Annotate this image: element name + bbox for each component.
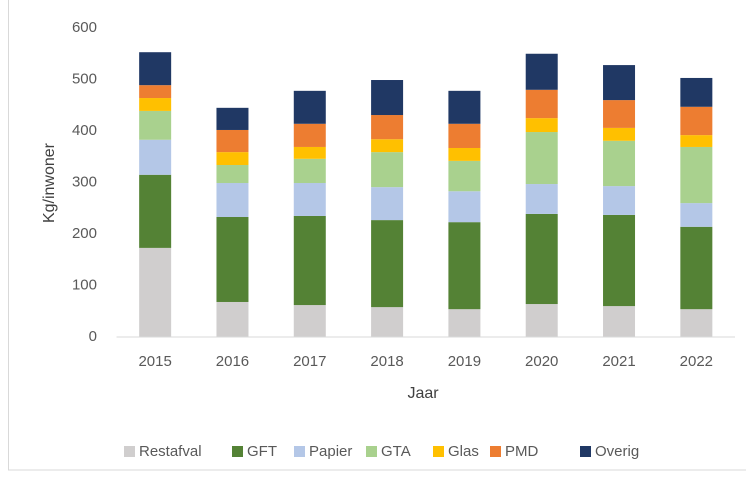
legend-swatch xyxy=(232,446,243,457)
bar-segment xyxy=(525,132,558,185)
bar-segment xyxy=(525,304,558,337)
x-tick-label: 2018 xyxy=(370,353,403,370)
legend-label: Glas xyxy=(448,443,479,460)
bar-segment xyxy=(139,98,172,111)
bar-segment xyxy=(293,90,326,124)
y-tick-label: 600 xyxy=(72,19,97,36)
bar-segment xyxy=(139,247,172,337)
bar-segment xyxy=(371,115,404,140)
x-tick-label: 2022 xyxy=(680,353,713,370)
bar-segment xyxy=(680,135,713,147)
bar-segment xyxy=(525,213,558,305)
bar-segment xyxy=(603,306,636,337)
y-tick-label: 200 xyxy=(72,225,97,242)
bar-segment xyxy=(139,174,172,248)
legend-label: PMD xyxy=(505,443,539,460)
bar-segment xyxy=(603,140,636,187)
bar-segment xyxy=(216,217,249,302)
bar-segment xyxy=(371,220,404,308)
bar-segment xyxy=(293,123,326,147)
x-axis-title: Jaar xyxy=(407,385,439,402)
y-tick-label: 400 xyxy=(72,122,97,139)
bar-segment xyxy=(603,65,636,101)
bar-segment xyxy=(448,222,481,310)
bar-segment xyxy=(216,107,249,130)
bar-segment xyxy=(525,53,558,90)
y-tick-label: 0 xyxy=(89,328,97,345)
bar-segment xyxy=(448,147,481,161)
x-tick-label: 2020 xyxy=(525,353,558,370)
legend-swatch xyxy=(366,446,377,457)
bar-segment xyxy=(603,186,636,215)
y-axis-title: Kg/inwoner xyxy=(41,142,58,223)
bar-segment xyxy=(448,309,481,337)
x-tick-label: 2019 xyxy=(448,353,481,370)
y-tick-label: 100 xyxy=(72,276,97,293)
bar-segment xyxy=(293,158,326,184)
bar-segment xyxy=(680,77,713,107)
bar-segment xyxy=(603,127,636,141)
x-tick-label: 2017 xyxy=(293,353,326,370)
y-tick-label: 300 xyxy=(72,173,97,190)
bar-segment xyxy=(216,152,249,165)
x-tick-label: 2016 xyxy=(216,353,249,370)
bar-segment xyxy=(216,129,249,153)
legend-label: Restafval xyxy=(139,443,202,460)
chart-frame xyxy=(8,0,746,471)
legend-swatch xyxy=(294,446,305,457)
legend-label: GTA xyxy=(381,443,411,460)
bar-segment xyxy=(216,183,249,218)
bar-segment xyxy=(680,146,713,204)
bar-segment xyxy=(680,106,713,136)
bar-segment xyxy=(293,183,326,216)
y-tick-label: 500 xyxy=(72,70,97,87)
bar-segment xyxy=(525,184,558,214)
bar-segment xyxy=(371,139,404,153)
bar-segment xyxy=(139,85,172,99)
x-tick-label: 2021 xyxy=(602,353,635,370)
bar-segment xyxy=(448,191,481,223)
bar-segment xyxy=(525,89,558,119)
bar-segment xyxy=(448,123,481,148)
bar-segment xyxy=(680,203,713,227)
bar-segment xyxy=(603,214,636,307)
legend-swatch xyxy=(580,446,591,457)
legend-swatch xyxy=(433,446,444,457)
bar-segment xyxy=(139,110,172,140)
bar-segment xyxy=(371,80,404,116)
bar-segment xyxy=(371,307,404,337)
bar-segment xyxy=(371,152,404,188)
bar-segment xyxy=(293,146,326,159)
x-tick-label: 2015 xyxy=(138,353,171,370)
bar-segment xyxy=(216,164,249,184)
bar-segment xyxy=(293,215,326,306)
bar-segment xyxy=(371,187,404,221)
bar-segment xyxy=(448,90,481,124)
bar-segment xyxy=(139,139,172,175)
legend-swatch xyxy=(124,446,135,457)
bar-segment xyxy=(680,309,713,337)
legend-swatch xyxy=(490,446,501,457)
bar-segment xyxy=(216,301,249,337)
bar-segment xyxy=(525,118,558,133)
bar-segment xyxy=(293,305,326,337)
bar-segment xyxy=(680,226,713,310)
legend-label: Papier xyxy=(309,443,352,460)
bar-segment xyxy=(603,100,636,128)
legend-label: Overig xyxy=(595,443,639,460)
bar-segment xyxy=(448,160,481,192)
legend-label: GFT xyxy=(247,443,277,460)
bar-segment xyxy=(139,52,172,86)
